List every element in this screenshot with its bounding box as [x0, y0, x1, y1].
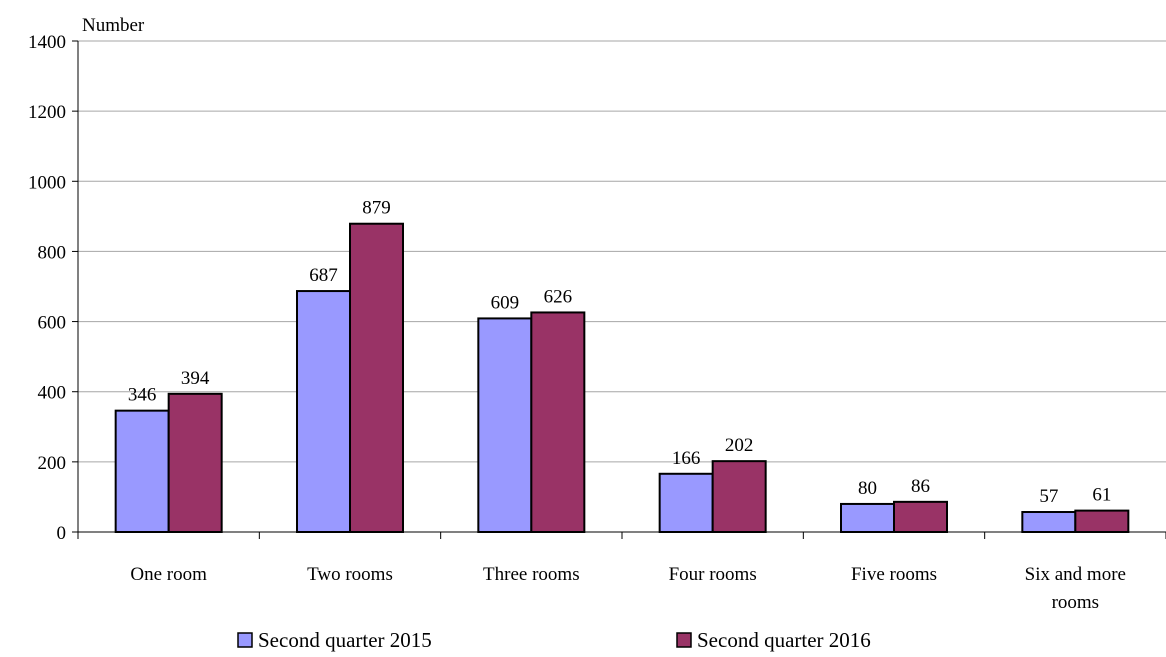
- x-category-label: One room: [130, 564, 207, 585]
- bar-2015: [114, 409, 170, 534]
- x-axis-categories: One room Two rooms Three rooms Four rooms Fi…: [130, 564, 1126, 613]
- data-label: 626: [544, 286, 573, 307]
- y-tick-label: 1400: [28, 32, 66, 53]
- x-category-label: Five rooms: [851, 564, 937, 585]
- y-axis-title: Number: [82, 15, 145, 36]
- legend: Second quarter 2015 Second quarter 2016: [237, 628, 871, 652]
- bar-2016: [349, 222, 404, 533]
- y-tick-label: 1000: [28, 172, 66, 193]
- bar-2015: [477, 317, 533, 534]
- legend-swatch: [676, 632, 692, 648]
- x-category-label: Three rooms: [483, 564, 580, 585]
- data-label: 394: [181, 368, 210, 389]
- data-label: 202: [725, 435, 754, 456]
- data-label: 879: [362, 198, 391, 219]
- x-category-label: Six and more: [1025, 564, 1126, 585]
- data-label: 166: [672, 448, 701, 469]
- x-category-label: rooms: [1052, 592, 1100, 613]
- y-tick-label: 600: [38, 313, 67, 334]
- data-label: 609: [491, 292, 520, 313]
- data-label: 80: [858, 478, 877, 499]
- axes: [77, 41, 1166, 539]
- gridlines: [78, 40, 1166, 463]
- y-tick-label: 0: [57, 523, 67, 544]
- bar-2016: [893, 500, 948, 533]
- data-label: 61: [1092, 485, 1111, 506]
- x-category-label: Four rooms: [669, 564, 757, 585]
- data-label: 346: [128, 385, 157, 406]
- bar-2015: [296, 290, 351, 534]
- bar-2016: [167, 392, 223, 533]
- legend-swatch: [237, 632, 253, 648]
- data-labels: 346 687 609 166 80 57 394 879 626 202 86 61: [128, 198, 1111, 507]
- x-category-label: Two rooms: [307, 564, 393, 585]
- y-tick-label: 400: [38, 383, 67, 404]
- bar-2016: [530, 311, 586, 533]
- y-tick-label: 200: [38, 453, 67, 474]
- legend-label: Second quarter 2015: [258, 628, 432, 652]
- bar-2015: [658, 472, 714, 534]
- bar-2015: [840, 502, 895, 534]
- y-axis-ticks: 0 200 400 600 800 1000 1200 1400: [28, 32, 78, 544]
- bar-2016: [711, 460, 767, 533]
- y-tick-label: 800: [38, 242, 67, 263]
- y-tick-label: 1200: [28, 102, 66, 123]
- data-label: 687: [309, 265, 338, 286]
- data-label: 57: [1039, 486, 1058, 507]
- bar-2015: [1021, 511, 1077, 533]
- data-label: 86: [911, 476, 930, 497]
- legend-label: Second quarter 2016: [697, 628, 871, 652]
- bar-series: [114, 222, 1130, 534]
- bar-2016: [1074, 509, 1130, 533]
